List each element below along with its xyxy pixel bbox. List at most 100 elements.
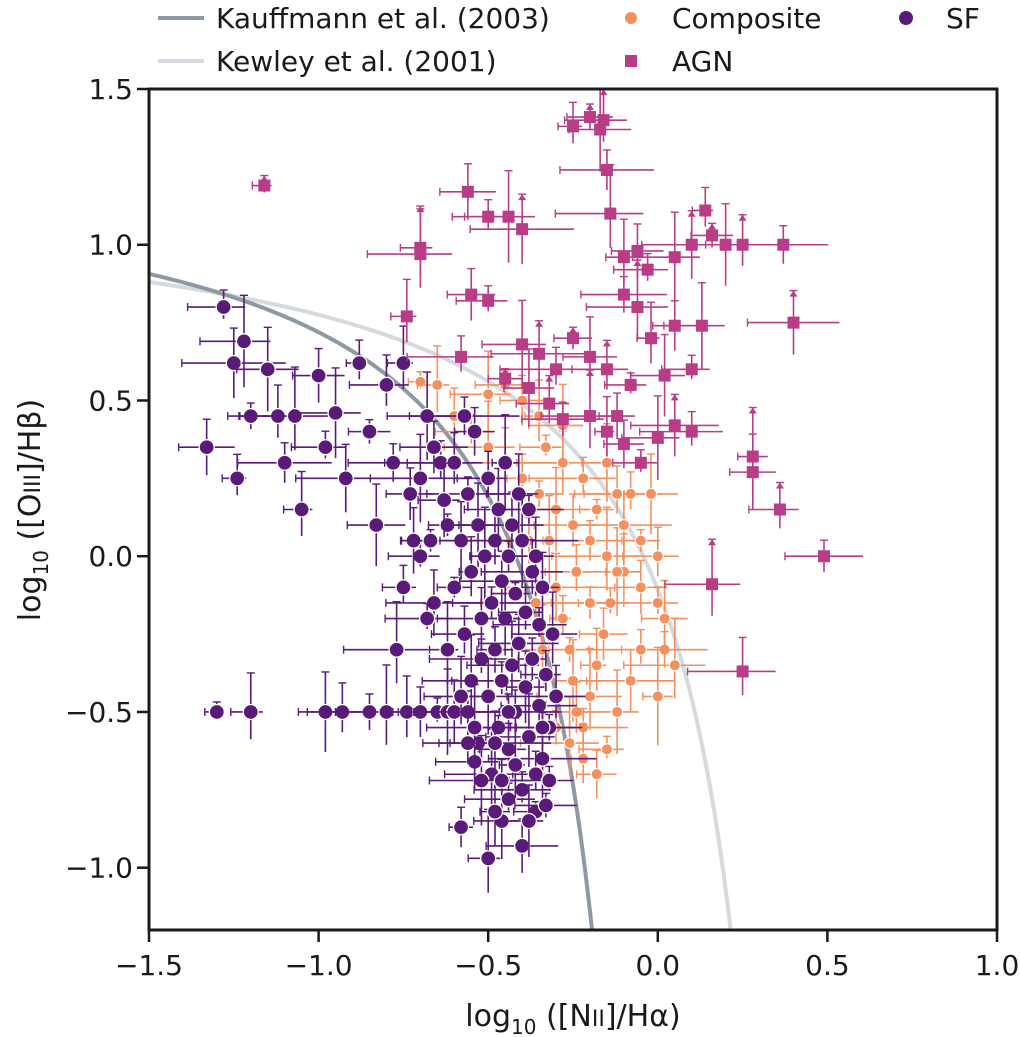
sf-point (229, 470, 246, 487)
sf-point (530, 697, 548, 714)
legend-swatch-agn (625, 55, 637, 67)
error-bar (571, 339, 628, 390)
y-tick-label: −1.0 (65, 852, 133, 885)
agn-point (631, 244, 644, 257)
error-bar (451, 199, 510, 229)
sf-point (452, 819, 470, 836)
data-series (177, 89, 864, 893)
error-bar (623, 586, 679, 615)
y-tick-label: 1.0 (88, 229, 133, 262)
composite-point (634, 643, 647, 656)
sf-point (215, 298, 232, 316)
composite-point (590, 768, 603, 781)
agn-point (414, 248, 427, 261)
agn-point (516, 338, 529, 351)
sf-point (378, 376, 395, 394)
sf-point (317, 439, 334, 456)
sf-point (480, 470, 497, 487)
y-tick-label: 0.0 (88, 540, 133, 573)
sf-point (486, 734, 504, 752)
sf-point (524, 563, 541, 580)
x-tick-label: −1.0 (285, 949, 353, 982)
composite-point (651, 550, 664, 563)
sf-point (534, 579, 551, 596)
legend: Kauffmann et al. (2003) Kewley et al. (2… (158, 2, 980, 78)
composite-point (634, 581, 647, 594)
agn-point (641, 263, 654, 276)
sf-point (456, 407, 473, 425)
agn-point (685, 425, 698, 438)
agn-point (499, 372, 512, 385)
agn-point (600, 363, 613, 376)
error-bar (664, 538, 741, 616)
error-bar (384, 602, 453, 630)
composite-point (482, 388, 495, 401)
sf-point (459, 485, 476, 503)
composite-point (651, 596, 664, 609)
sf-point (395, 579, 412, 596)
agn-point (645, 332, 658, 345)
sf-point (286, 407, 304, 425)
agn-point (617, 251, 630, 264)
agn-point (583, 111, 596, 124)
agn-point (258, 179, 271, 192)
composite-point (600, 743, 613, 756)
composite-point (645, 487, 658, 500)
composite-point (597, 628, 610, 641)
composite-point (590, 503, 603, 516)
agn-point (543, 397, 556, 410)
sf-point (520, 728, 538, 746)
y-axis: −1.0 −0.5 0.0 0.5 1.0 1.5 (65, 73, 149, 885)
sf-point (327, 404, 344, 422)
sf-point (435, 492, 453, 509)
x-tick-label: −0.5 (454, 949, 522, 982)
sf-point (361, 423, 378, 440)
sf-point (493, 772, 510, 789)
sf-point (517, 604, 534, 621)
composite-point (539, 441, 552, 454)
plot-frame (147, 87, 999, 932)
legend-item-kewley: Kewley et al. (2001) (158, 45, 497, 78)
sf-point (439, 641, 456, 658)
agn-point (668, 419, 681, 432)
sf-point (503, 657, 521, 674)
composite-point (624, 674, 637, 687)
x-tick-label: 1.0 (975, 949, 1020, 982)
composite-point (600, 550, 613, 563)
agn-point (482, 294, 495, 307)
sf-point (513, 532, 531, 549)
sf-point (368, 516, 385, 534)
sf-point (500, 703, 517, 721)
x-axis-label: log10 ([NII]/Hα) (465, 999, 680, 1037)
agn-point (461, 185, 474, 198)
composite-point (611, 705, 624, 718)
agn-point (533, 347, 546, 360)
y-axis-label: log10 ([OIII]/Hβ) (13, 399, 53, 621)
sf-point (402, 485, 419, 503)
sf-point (456, 625, 473, 643)
agn-point (685, 363, 698, 376)
agn-point (706, 229, 719, 242)
sf-point (544, 625, 561, 643)
sf-point (483, 594, 500, 612)
agn-point (522, 382, 535, 395)
agn-point (583, 350, 596, 363)
sf-point (493, 672, 510, 689)
sf-point (524, 650, 541, 668)
agn-point (777, 238, 790, 251)
agn-point (611, 410, 624, 423)
agn-point (556, 413, 569, 426)
sf-point (425, 439, 443, 456)
composite-point (611, 565, 624, 578)
sf-point (412, 548, 429, 565)
x-tick-label: 0.0 (636, 949, 681, 982)
agn-point (773, 503, 786, 516)
error-bar (455, 285, 508, 312)
sf-point (527, 548, 544, 565)
error-bar (554, 163, 644, 248)
composite-point (529, 596, 542, 609)
error-bar (585, 259, 669, 340)
composite-point (583, 690, 596, 703)
composite-point (583, 596, 596, 609)
